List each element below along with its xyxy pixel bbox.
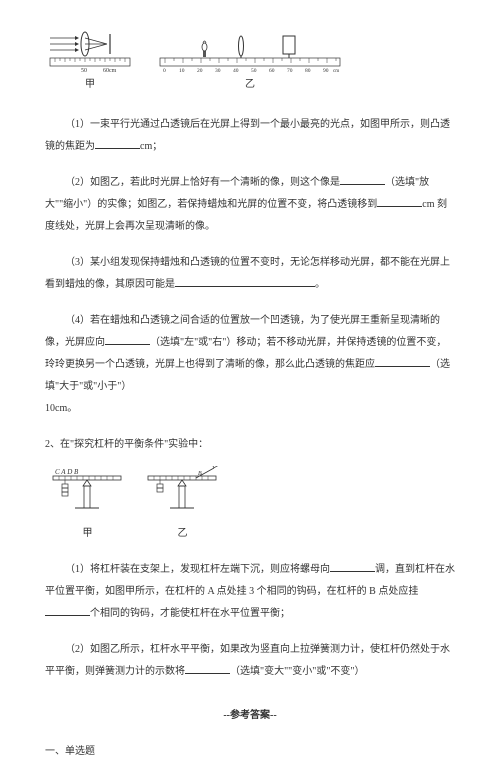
blank-nut: [330, 560, 375, 572]
top-figures: 50 60cm 甲: [45, 30, 455, 96]
q1-3-b: 。: [315, 279, 325, 290]
figure-jia-label: 甲: [85, 74, 95, 96]
q2-1-a: （1）将杠杆装在支架上，发现杠杆左端下沉，则应将螺母向: [65, 564, 330, 575]
figure-jia-wrap: 50 60cm 甲: [45, 30, 135, 96]
svg-text:cm: cm: [333, 69, 339, 72]
svg-text:50: 50: [251, 68, 257, 72]
blank-dir: [105, 333, 150, 345]
blank-focal: [95, 137, 140, 149]
lever-yi-label: 乙: [178, 523, 188, 545]
q2-2-b: （选填"变大""变小"或"不变"）: [230, 666, 365, 677]
lever-yi: B: [140, 466, 225, 521]
q2-title: 2、在"探究杠杆的平衡条件"实验中：: [45, 434, 455, 456]
blank-count: [45, 604, 90, 616]
svg-text:0: 0: [163, 68, 166, 72]
lever-jia: C A D B: [45, 466, 130, 521]
lever-jia-label: 甲: [83, 523, 93, 545]
svg-text:60: 60: [269, 68, 275, 72]
svg-text:20: 20: [197, 68, 203, 72]
blank-change: [185, 662, 230, 674]
q2-1-c: 个相同的钩码，才能使杠杆在水平位置平衡；: [90, 608, 290, 619]
svg-text:C A D B: C A D B: [55, 468, 79, 476]
q1-2-a: （2）如图乙，若此时光屏上恰好有一个清晰的像，则这个像是: [65, 177, 340, 188]
q2-1: （1）将杠杆装在支架上，发现杠杆左端下沉，则应将螺母向调，直到杠杆在水平位置平衡…: [45, 559, 455, 625]
figure-yi: 0 10 20 30 40 50 60 70 80 90 cm: [155, 30, 345, 72]
svg-text:70: 70: [287, 68, 293, 72]
blank-enlarge: [340, 173, 385, 185]
blank-gt: [375, 355, 430, 367]
svg-text:10: 10: [179, 68, 185, 72]
answer-section: 一、单选题: [45, 741, 455, 763]
svg-text:80: 80: [305, 68, 311, 72]
lever-jia-wrap: C A D B 甲: [45, 466, 130, 545]
blank-reason: [175, 275, 315, 287]
svg-text:60cm: 60cm: [103, 68, 117, 72]
mid-figures: C A D B 甲: [45, 466, 455, 545]
blank-cm: [377, 195, 422, 207]
figure-yi-label: 乙: [245, 74, 255, 96]
lever-yi-wrap: B 乙: [140, 466, 225, 545]
answer-header: --参考答案--: [45, 705, 455, 727]
svg-text:90: 90: [323, 68, 329, 72]
svg-text:40: 40: [233, 68, 239, 72]
q1-3: （3）某小组发现保持蜡烛和凸透镜的位置不变时，无论怎样移动光屏，都不能在光屏上看…: [45, 252, 455, 296]
q1-4: （4）若在蜡烛和凸透镜之间合适的位置放一个凹透镜，为了使光屏王重新呈现清晰的像，…: [45, 310, 455, 420]
q1-2: （2）如图乙，若此时光屏上恰好有一个清晰的像，则这个像是（选填"放大""缩小"）…: [45, 172, 455, 238]
svg-text:30: 30: [215, 68, 221, 72]
q1-4-d: 10cm。: [45, 403, 77, 414]
figure-jia: 50 60cm: [45, 30, 135, 72]
svg-text:50: 50: [81, 68, 87, 72]
q1-1: （1）一束平行光通过凸透镜后在光屏上得到一个最小最亮的光点，如图甲所示，则凸透镜…: [45, 114, 455, 158]
svg-text:B: B: [198, 471, 202, 477]
q1-1-unit: cm；: [140, 141, 162, 152]
q2-2: （2）如图乙所示，杠杆水平平衡，如果改为竖直向上拉弹簧测力计，使杠杆仍然处于水平…: [45, 639, 455, 683]
figure-yi-wrap: 0 10 20 30 40 50 60 70 80 90 cm 乙: [155, 30, 345, 96]
